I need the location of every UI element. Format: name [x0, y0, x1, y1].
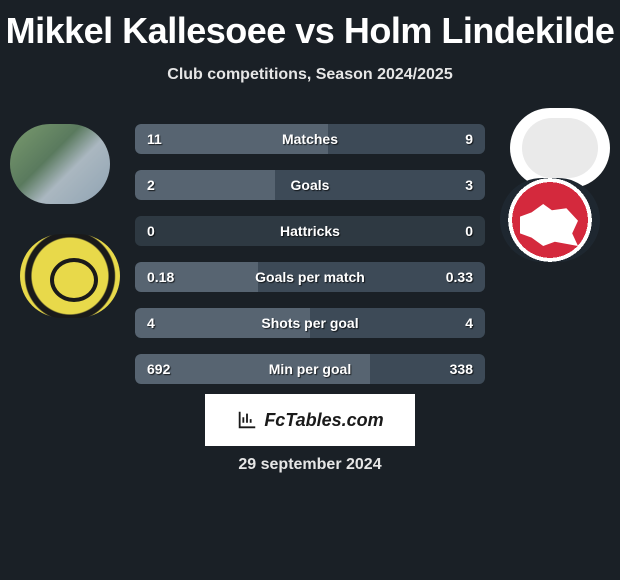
date: 29 september 2024	[0, 456, 620, 474]
stat-row: 0.180.33Goals per match	[135, 262, 485, 292]
stat-label: Hattricks	[135, 216, 485, 246]
page-title: Mikkel Kallesoee vs Holm Lindekilde	[0, 0, 620, 52]
player-photo-right	[510, 108, 610, 188]
stat-row: 00Hattricks	[135, 216, 485, 246]
stats-area: 119Matches 23Goals 00Hattricks 0.180.33Goal…	[135, 124, 485, 400]
stat-row: 692338Min per goal	[135, 354, 485, 384]
stat-row: 23Goals	[135, 170, 485, 200]
stat-row: 44Shots per goal	[135, 308, 485, 338]
stat-row: 119Matches	[135, 124, 485, 154]
subtitle: Club competitions, Season 2024/2025	[0, 66, 620, 84]
stat-label: Matches	[135, 124, 485, 154]
stat-label: Goals	[135, 170, 485, 200]
chart-icon	[236, 409, 258, 431]
stat-label: Goals per match	[135, 262, 485, 292]
stat-label: Shots per goal	[135, 308, 485, 338]
watermark-text: FcTables.com	[264, 410, 383, 431]
watermark: FcTables.com	[205, 394, 415, 446]
player-photo-left	[10, 124, 110, 204]
team-logo-left	[20, 234, 120, 318]
stat-label: Min per goal	[135, 354, 485, 384]
team-logo-right	[500, 178, 600, 262]
